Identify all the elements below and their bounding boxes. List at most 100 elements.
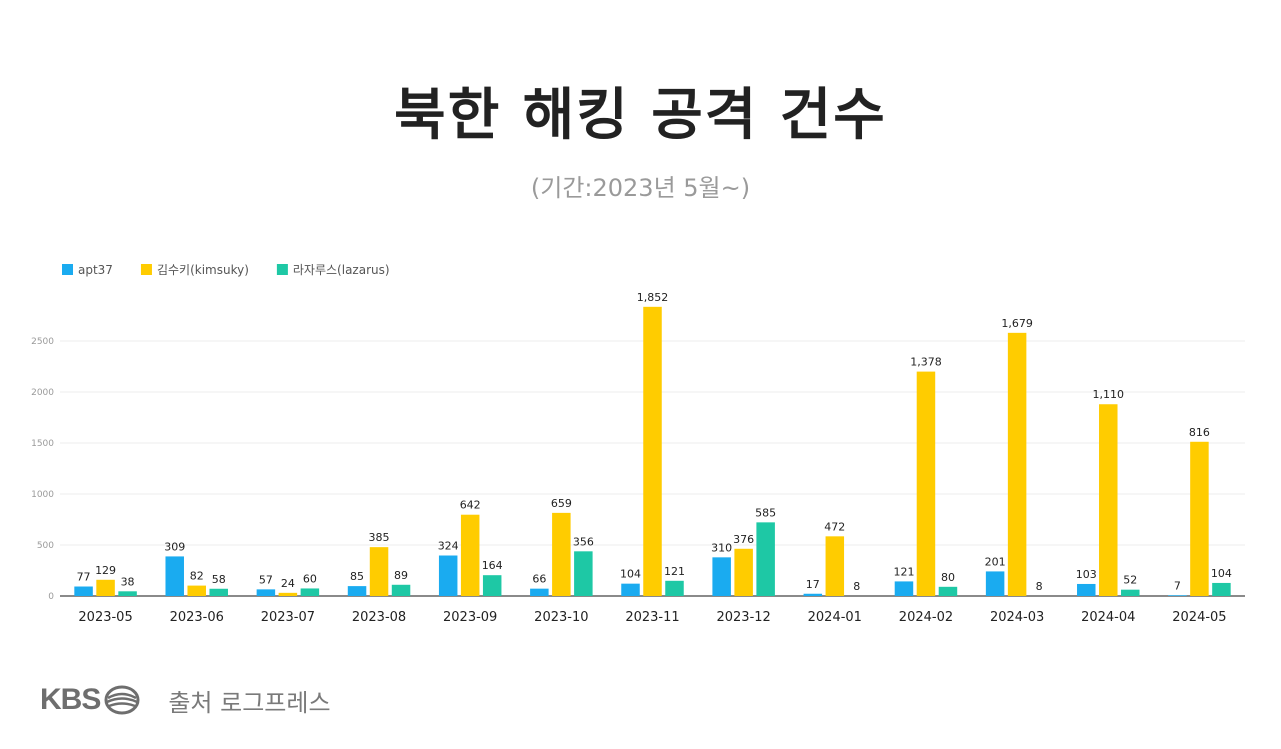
legend-label: 라자루스(lazarus): [293, 263, 390, 277]
x-tick-label: 2023-10: [534, 610, 588, 625]
data-label: 17: [806, 578, 820, 591]
data-label: 121: [664, 565, 685, 578]
data-label: 121: [893, 565, 914, 578]
x-tick-label: 2023-09: [443, 610, 497, 625]
legend-label: apt37: [78, 263, 113, 277]
y-tick-label: 1000: [31, 490, 54, 500]
bar: [825, 536, 845, 596]
data-label: 8: [853, 580, 860, 593]
legend-label: 김수키(kimsuky): [157, 263, 249, 277]
bar: [1099, 404, 1118, 596]
data-label: 816: [1189, 426, 1210, 439]
data-label: 58: [212, 573, 226, 586]
bar: [165, 556, 184, 596]
bar: [712, 557, 731, 596]
data-label: 356: [573, 535, 594, 548]
data-label: 89: [394, 569, 408, 582]
data-label: 52: [1123, 574, 1137, 587]
data-label: 309: [164, 540, 185, 553]
data-label: 1,852: [637, 291, 669, 304]
x-tick-label: 2023-12: [716, 610, 770, 625]
bar: [256, 589, 276, 596]
kbs-logo-text: KBS: [40, 683, 101, 716]
x-tick-label: 2024-04: [1081, 610, 1135, 625]
data-label: 1,378: [910, 356, 942, 369]
data-label: 472: [824, 520, 845, 533]
bar: [209, 588, 228, 596]
page-title: 북한 해킹 공격 건수: [394, 83, 887, 148]
bar: [460, 514, 480, 596]
bar: [1121, 589, 1140, 596]
data-label: 659: [551, 497, 572, 510]
bar: [916, 371, 936, 596]
y-tick-label: 2000: [31, 388, 54, 398]
data-label: 376: [733, 533, 754, 546]
legend-swatch: [140, 264, 152, 275]
bar: [530, 588, 549, 596]
data-label: 164: [482, 559, 503, 572]
bar: [347, 586, 367, 596]
bar: [665, 580, 684, 596]
x-tick-label: 2024-05: [1172, 610, 1226, 625]
data-label: 1,110: [1093, 388, 1125, 401]
data-label: 38: [121, 575, 135, 588]
bar: [938, 586, 958, 596]
y-tick-label: 1500: [31, 439, 54, 449]
data-label: 8: [1036, 580, 1043, 593]
data-label: 103: [1076, 568, 1097, 581]
data-label: 66: [532, 573, 546, 586]
bar: [1212, 582, 1231, 596]
bar: [278, 592, 298, 596]
data-label: 585: [755, 506, 776, 519]
data-label: 642: [460, 499, 481, 512]
bar: [552, 512, 571, 596]
bar: [621, 583, 640, 596]
x-tick-label: 2023-11: [625, 610, 679, 625]
data-label: 129: [95, 564, 116, 577]
data-label: 385: [369, 531, 390, 544]
bar: [1007, 332, 1027, 596]
data-label: 24: [281, 577, 295, 590]
data-label: 310: [711, 541, 732, 554]
data-label: 1,679: [1001, 317, 1033, 330]
data-label: 60: [303, 572, 317, 585]
kbs-logo-icon: [104, 685, 140, 715]
x-tick-label: 2023-07: [261, 610, 315, 625]
bar: [438, 555, 458, 596]
x-tick-label: 2023-06: [170, 610, 224, 625]
bar: [96, 579, 115, 596]
bar: [118, 591, 137, 596]
x-tick-label: 2023-05: [78, 610, 132, 625]
data-label: 85: [350, 570, 364, 583]
data-label: 80: [941, 571, 955, 584]
x-tick-label: 2024-01: [808, 610, 862, 625]
x-tick-label: 2024-02: [899, 610, 953, 625]
bar: [391, 584, 411, 596]
data-label: 57: [259, 573, 273, 586]
bar: [894, 581, 914, 596]
bar: [1190, 441, 1209, 596]
bar: [756, 522, 775, 596]
bar: [1168, 595, 1187, 596]
legend-swatch: [62, 264, 73, 275]
data-label: 104: [1211, 567, 1232, 580]
bar: [300, 588, 320, 596]
bar: [574, 551, 593, 596]
page-subtitle: (기간:2023년 5월~): [530, 174, 751, 202]
bar: [803, 593, 823, 596]
data-label: 77: [77, 571, 91, 584]
bar: [1077, 583, 1096, 596]
x-tick-label: 2023-08: [352, 610, 406, 625]
legend-swatch: [276, 264, 288, 275]
data-label: 104: [620, 568, 641, 581]
y-tick-label: 2500: [31, 337, 54, 347]
bar: [482, 575, 502, 596]
bar-chart: 0 500 1000 1500 2000 2500 apt37 김수키(kimsuky) 라자루…: [31, 263, 1245, 625]
data-label: 82: [190, 570, 204, 583]
y-tick-label: 0: [48, 592, 54, 602]
bar: [734, 548, 753, 596]
footer: KBS 출처 로그프레스: [40, 682, 331, 718]
data-label: 201: [985, 555, 1006, 568]
bar: [187, 585, 206, 596]
x-tick-label: 2024-03: [990, 610, 1044, 625]
